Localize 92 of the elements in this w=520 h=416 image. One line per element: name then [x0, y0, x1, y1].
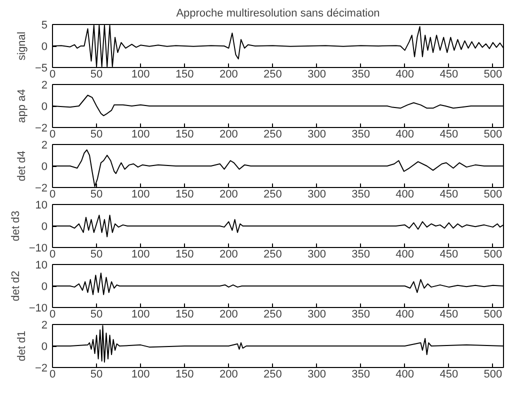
x-tick-label: 150: [175, 128, 194, 140]
x-tick-label: 0: [49, 188, 56, 200]
y-axis-title: det d2: [10, 270, 22, 302]
x-tick-label: 450: [440, 308, 458, 320]
x-tick-label: 300: [308, 188, 326, 200]
x-tick-label: 100: [131, 68, 150, 80]
y-tick-label: 0: [41, 41, 48, 53]
x-tick-label: 400: [396, 128, 414, 140]
x-tick-label: 0: [49, 128, 56, 140]
x-tick-label: 350: [352, 308, 370, 320]
x-tick-label: 400: [396, 368, 414, 380]
y-tick-label: 0: [41, 161, 48, 173]
x-tick-label: 450: [440, 188, 458, 200]
y-axis-title: signal: [16, 32, 28, 60]
x-tick-label: 450: [440, 248, 458, 260]
x-tick-label: 500: [484, 248, 502, 260]
y-axis-title: det d1: [16, 330, 28, 362]
x-tick-label: 400: [396, 248, 414, 260]
x-tick-label: 400: [396, 68, 414, 80]
x-tick-label: 250: [264, 188, 282, 200]
x-tick-label: 200: [219, 188, 238, 200]
y-tick-label: −5: [34, 62, 48, 74]
x-tick-label: 50: [90, 188, 103, 200]
x-tick-label: 200: [219, 128, 238, 140]
chart-title: Approche multiresolution sans décimation: [176, 8, 380, 20]
x-tick-label: 300: [308, 68, 326, 80]
x-tick-label: 350: [352, 128, 370, 140]
x-tick-label: 150: [175, 368, 194, 380]
x-tick-label: 350: [352, 188, 370, 200]
y-tick-label: −2: [34, 362, 48, 374]
y-tick-label: −2: [34, 182, 48, 194]
y-tick-label: 2: [41, 140, 48, 152]
x-tick-label: 50: [90, 68, 103, 80]
x-tick-label: 500: [484, 188, 502, 200]
y-tick-label: 0: [41, 341, 48, 353]
x-tick-label: 250: [264, 308, 282, 320]
x-tick-label: 350: [352, 368, 370, 380]
x-tick-label: 100: [131, 308, 150, 320]
x-tick-label: 200: [219, 308, 238, 320]
line-series: [52, 24, 504, 68]
x-tick-label: 500: [484, 128, 502, 140]
x-tick-label: 250: [264, 368, 282, 380]
y-tick-label: 2: [41, 320, 48, 332]
y-tick-label: −10: [28, 302, 48, 314]
y-tick-label: 5: [41, 20, 48, 32]
x-tick-label: 250: [264, 68, 282, 80]
y-tick-label: 10: [35, 200, 48, 212]
x-tick-label: 100: [131, 128, 150, 140]
x-tick-label: 100: [131, 368, 150, 380]
x-tick-label: 450: [440, 128, 458, 140]
x-tick-label: 450: [440, 368, 458, 380]
y-tick-label: 0: [41, 101, 48, 113]
x-tick-label: 350: [352, 248, 370, 260]
y-axis-title: det d3: [10, 210, 22, 242]
x-tick-label: 100: [131, 248, 150, 260]
x-tick-label: 200: [219, 68, 238, 80]
x-tick-label: 250: [264, 248, 282, 260]
x-tick-label: 150: [175, 68, 194, 80]
y-axis-title: app a4: [16, 89, 28, 123]
y-tick-label: 0: [41, 281, 48, 293]
x-tick-label: 300: [308, 248, 326, 260]
y-tick-label: −10: [28, 242, 48, 254]
y-tick-label: 0: [41, 221, 48, 233]
x-tick-label: 150: [175, 308, 194, 320]
y-tick-label: 10: [35, 260, 48, 272]
x-tick-label: 150: [175, 188, 194, 200]
x-tick-label: 150: [175, 248, 194, 260]
x-tick-label: 0: [49, 248, 56, 260]
x-tick-label: 50: [90, 308, 103, 320]
x-tick-label: 0: [49, 368, 56, 380]
x-tick-label: 500: [484, 68, 502, 80]
x-tick-label: 450: [440, 68, 458, 80]
x-tick-label: 200: [219, 248, 238, 260]
x-tick-label: 300: [308, 308, 326, 320]
y-tick-label: 2: [41, 80, 48, 92]
y-axis-title: det d4: [16, 150, 28, 182]
x-tick-label: 350: [352, 68, 370, 80]
x-tick-label: 50: [90, 368, 103, 380]
x-tick-label: 0: [49, 68, 56, 80]
x-tick-label: 0: [49, 308, 56, 320]
x-tick-label: 300: [308, 368, 326, 380]
x-tick-label: 300: [308, 128, 326, 140]
x-tick-label: 500: [484, 368, 502, 380]
x-tick-label: 400: [396, 308, 414, 320]
x-tick-label: 200: [219, 368, 238, 380]
x-tick-label: 500: [484, 308, 502, 320]
x-tick-label: 100: [131, 188, 150, 200]
x-tick-label: 50: [90, 248, 103, 260]
y-tick-label: −2: [34, 122, 48, 134]
x-tick-label: 50: [90, 128, 103, 140]
x-tick-label: 250: [264, 128, 282, 140]
x-tick-label: 400: [396, 188, 414, 200]
